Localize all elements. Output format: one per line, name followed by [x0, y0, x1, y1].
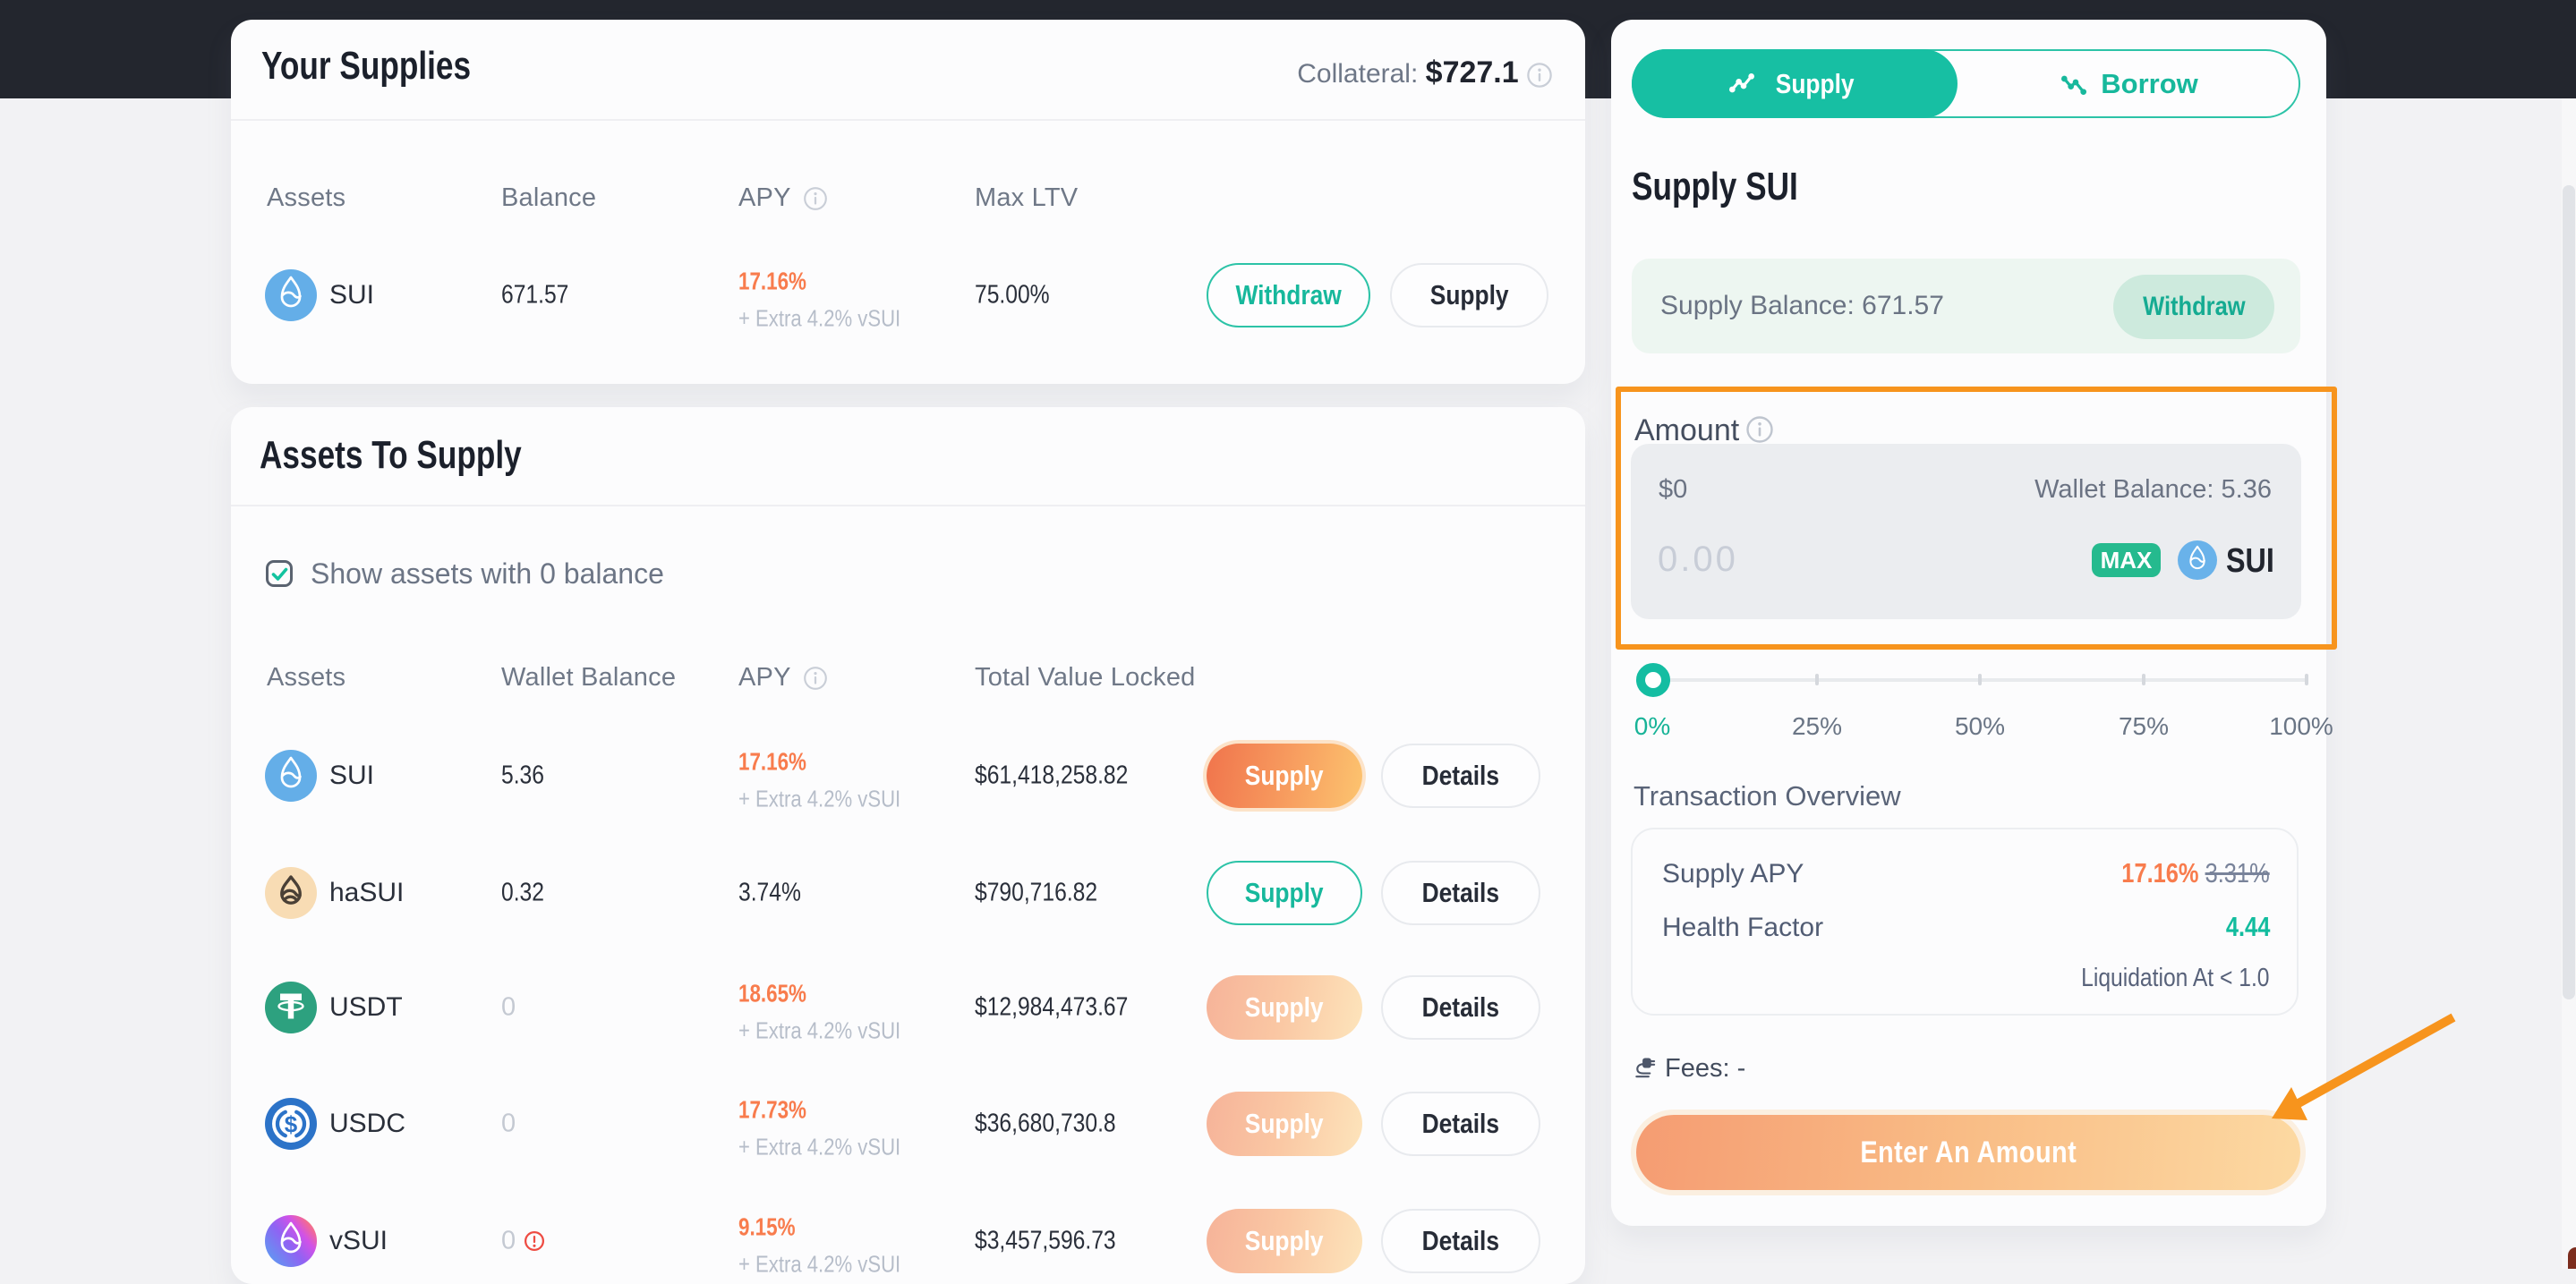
- svg-text:$: $: [285, 1111, 298, 1138]
